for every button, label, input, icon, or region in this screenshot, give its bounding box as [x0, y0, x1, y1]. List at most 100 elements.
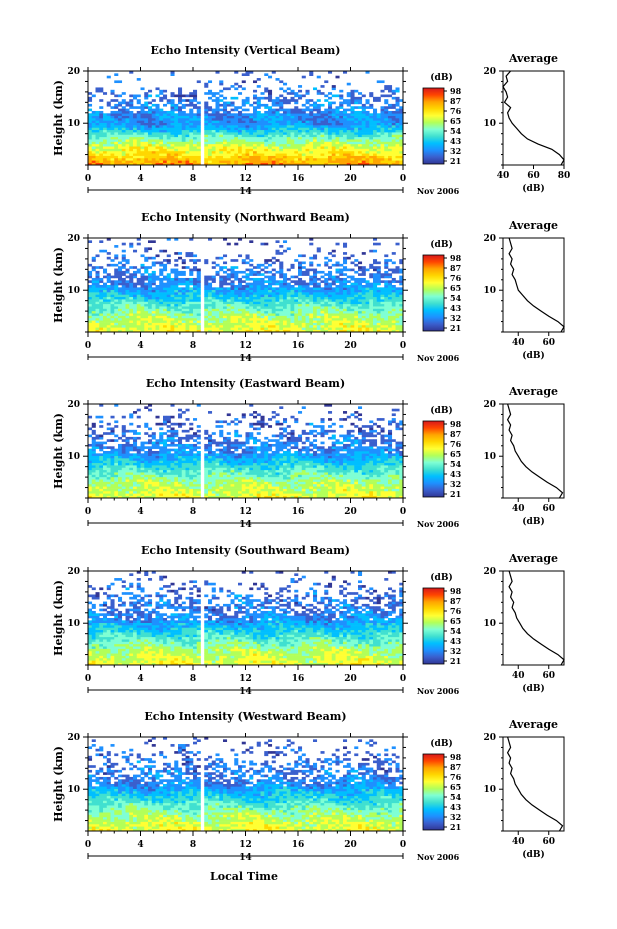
heatmap-cell	[256, 122, 261, 126]
heatmap-cell	[223, 327, 228, 330]
heatmap-cell	[193, 303, 198, 307]
heatmap-cell	[283, 96, 288, 100]
heatmap-cell	[140, 127, 145, 131]
heatmap-cell	[245, 329, 250, 333]
heatmap-cell	[249, 71, 254, 74]
heatmap-cell	[230, 150, 235, 154]
heatmap-cell	[185, 252, 190, 255]
heatmap-cell	[140, 150, 145, 154]
heatmap-cell	[159, 320, 164, 323]
heatmap-cell	[354, 143, 359, 147]
heatmap-cell	[95, 303, 100, 307]
heatmap-cell	[238, 146, 243, 149]
heatmap-cell	[283, 299, 288, 302]
heatmap-cell	[103, 322, 108, 326]
heatmap-cell	[331, 127, 336, 131]
heatmap-cell	[264, 308, 269, 312]
heatmap-cell	[223, 103, 228, 107]
heatmap-cell	[305, 146, 310, 149]
heatmap-cell	[335, 106, 340, 109]
heatmap-cell	[215, 310, 220, 314]
heatmap-cell	[144, 292, 149, 295]
heatmap-cell	[238, 329, 243, 333]
heatmap-cell	[125, 493, 130, 496]
heatmap-cell	[238, 287, 243, 290]
heatmap-cell	[159, 303, 164, 307]
heatmap-cell	[380, 273, 385, 276]
heatmap-cell	[174, 275, 179, 279]
heatmap-cell	[354, 146, 359, 149]
heatmap-cell	[230, 129, 235, 133]
heatmap-cell	[196, 313, 201, 316]
heatmap-cell	[253, 296, 258, 300]
heatmap-cell	[346, 303, 351, 307]
heatmap-cell	[346, 324, 351, 328]
heatmap-cell	[320, 329, 325, 333]
heatmap-cell	[365, 303, 370, 307]
heatmap-cell	[170, 157, 175, 161]
heatmap-cell	[196, 118, 201, 121]
heatmap-cell	[166, 153, 171, 156]
heatmap-cell	[185, 136, 190, 140]
heatmap-cell	[380, 120, 385, 123]
heatmap-cell	[88, 240, 93, 243]
heatmap-cell	[91, 153, 96, 156]
heatmap-cell	[241, 136, 246, 140]
heatmap-cell	[384, 296, 389, 300]
heatmap-cell	[144, 115, 149, 119]
heatmap-cell	[309, 495, 314, 499]
heatmap-cell	[256, 103, 261, 107]
heatmap-cell	[193, 132, 198, 135]
heatmap-cell	[155, 306, 160, 309]
heatmap-cell	[286, 287, 291, 290]
heatmap-cell	[215, 101, 220, 105]
heatmap-cell	[99, 315, 104, 319]
heatmap-cell	[313, 275, 318, 279]
heatmap-cell	[271, 103, 276, 107]
heatmap-cell	[256, 495, 261, 499]
heatmap-cell	[170, 110, 175, 114]
heatmap-cell	[343, 327, 348, 330]
heatmap-cell	[121, 493, 126, 496]
heatmap-cell	[301, 134, 306, 138]
heatmap-cell	[384, 108, 389, 112]
heatmap-cell	[275, 129, 280, 133]
heatmap-cell	[159, 160, 164, 163]
heatmap-cell	[196, 308, 201, 312]
heatmap-cell	[350, 275, 355, 279]
heatmap-cell	[245, 308, 250, 312]
heatmap-cell	[249, 327, 254, 330]
heatmap-cell	[148, 162, 153, 166]
heatmap-cell	[208, 495, 213, 499]
heatmap-cell	[121, 266, 126, 269]
heatmap-cell	[170, 153, 175, 156]
heatmap-cell	[196, 141, 201, 145]
heatmap-cell	[204, 106, 209, 109]
heatmap-cell	[226, 287, 231, 290]
heatmap-cell	[91, 285, 96, 288]
heatmap-cell	[328, 115, 333, 119]
colorbar-tick-label: 98	[450, 86, 462, 96]
heatmap-cell	[301, 94, 306, 98]
heatmap-cell	[399, 270, 404, 274]
heatmap-cell	[181, 115, 186, 119]
heatmap-cell	[301, 296, 306, 300]
heatmap-cell	[106, 238, 111, 241]
heatmap-cell	[373, 327, 378, 330]
heatmap-cell	[290, 263, 295, 267]
heatmap-cell	[328, 270, 333, 274]
heatmap-cell	[215, 294, 220, 298]
heatmap-cell	[208, 89, 213, 93]
heatmap-cell	[144, 256, 149, 260]
heatmap-cell	[279, 299, 284, 302]
heatmap-cell	[343, 285, 348, 288]
heatmap-cell	[148, 282, 153, 286]
heatmap-cell	[376, 296, 381, 300]
heatmap-cell	[91, 313, 96, 316]
heatmap-cell	[324, 256, 329, 260]
heatmap-cell	[133, 317, 138, 321]
heatmap-cell	[230, 125, 235, 128]
heatmap-cell	[361, 125, 366, 128]
heatmap-cell	[170, 134, 175, 138]
heatmap-cell	[320, 160, 325, 163]
